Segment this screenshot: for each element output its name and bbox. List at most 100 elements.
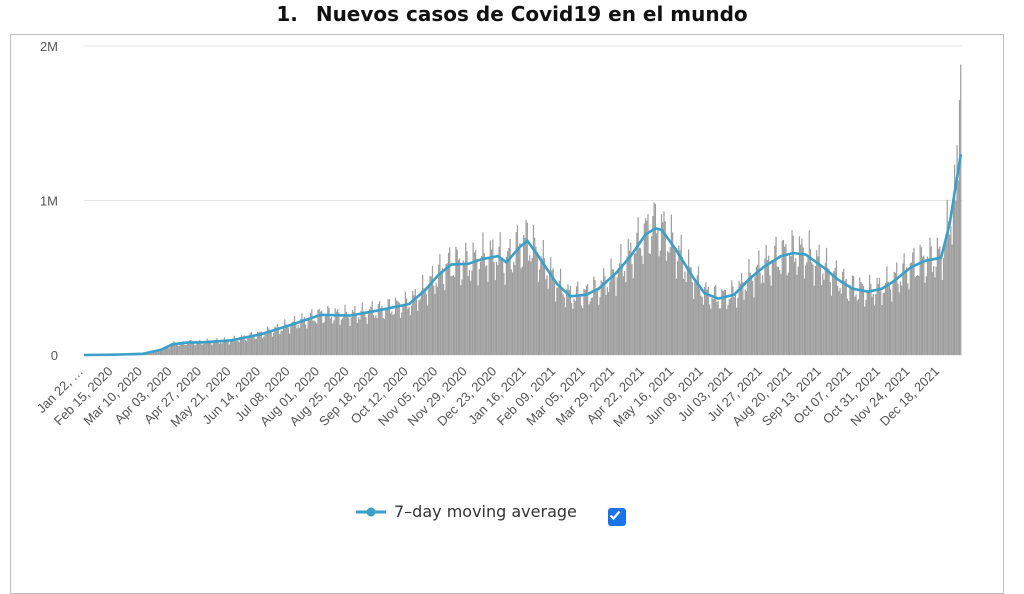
daily-case-bar [314,321,315,355]
daily-case-bar [950,226,951,355]
daily-case-bar [581,306,582,355]
daily-case-bar [933,266,934,355]
daily-case-bar [716,302,717,355]
daily-case-bar [631,264,632,355]
daily-case-bar [177,345,178,355]
daily-case-bar [341,320,342,355]
daily-case-bar [835,268,836,355]
daily-case-bar [560,269,561,355]
daily-case-bar [736,308,737,355]
daily-case-bar [255,339,256,355]
daily-case-bar [301,313,302,355]
daily-case-bar [917,275,918,355]
daily-case-bar [221,343,222,355]
daily-case-bar [661,214,662,355]
daily-case-bar [535,246,536,355]
daily-case-bar [391,311,392,355]
daily-case-bar [400,318,401,355]
daily-case-bar [475,250,476,355]
daily-case-bar [418,300,419,355]
daily-case-bar [534,238,535,355]
moving-average-checkbox[interactable] [608,508,626,526]
y-tick-label: 2M [40,39,58,54]
daily-case-bar [826,248,827,355]
y-tick-label: 1M [40,194,58,209]
daily-case-bar [468,276,469,355]
daily-case-bar [809,230,810,355]
daily-case-bar [246,341,247,355]
daily-case-bar [804,279,805,355]
daily-case-bar [449,247,450,355]
daily-case-bar [683,279,684,355]
daily-case-bar [742,282,743,355]
daily-case-bar [926,276,927,355]
daily-case-bar [676,279,677,355]
daily-case-bar [945,234,946,355]
daily-case-bar [773,260,774,355]
legend-label: 7–day moving average [394,502,577,521]
daily-case-bar [918,276,919,355]
daily-case-bar [320,311,321,355]
daily-case-bar [697,275,698,355]
daily-case-bar [698,266,699,355]
daily-case-bar [794,262,795,355]
daily-case-bar [358,317,359,355]
daily-case-bar [582,308,583,355]
daily-case-bar [688,249,689,355]
daily-case-bar [619,263,620,355]
daily-case-bar [807,257,808,355]
daily-case-bar [445,264,446,355]
daily-case-bar [667,251,668,355]
daily-case-bar [369,309,370,355]
daily-case-bar [512,272,513,355]
daily-case-bar [901,286,902,355]
legend[interactable]: 7–day moving average [356,502,577,521]
daily-case-bar [548,289,549,355]
daily-case-bar [670,247,671,355]
daily-case-bar [436,283,437,355]
daily-case-bar [511,269,512,355]
daily-case-bar [523,235,524,355]
daily-case-bar [556,288,557,355]
daily-case-bar [404,305,405,355]
daily-case-bar [836,260,837,355]
daily-case-bar [787,275,788,355]
daily-case-bar [427,305,428,355]
daily-case-bar [269,332,270,355]
daily-case-bar [831,296,832,355]
y-tick-label: 0 [51,348,58,363]
daily-case-bar [353,312,354,355]
daily-case-bar [247,337,248,355]
daily-case-bar [331,317,332,355]
daily-case-bar [873,294,874,355]
daily-case-bar [865,300,866,355]
daily-case-bar [305,325,306,355]
daily-case-bar [580,296,581,355]
daily-case-bar [778,267,779,355]
daily-case-bar [573,299,574,355]
daily-case-bar [875,294,876,355]
daily-case-bar [357,323,358,355]
daily-case-bar [666,261,667,355]
daily-case-bar [668,253,669,355]
daily-case-bar [623,276,624,355]
daily-case-bar [585,290,586,355]
daily-case-bar [386,308,387,355]
daily-case-bar [508,248,509,355]
daily-case-bar [708,287,709,355]
daily-case-bar [952,245,953,355]
daily-case-bar [949,235,950,355]
daily-case-bar [657,230,658,355]
daily-case-bar [768,256,769,355]
daily-case-bar [384,319,385,355]
daily-case-bar [225,340,226,355]
daily-case-bar [604,276,605,355]
daily-case-bar [803,247,804,355]
daily-case-bar [811,262,812,355]
daily-case-bar [729,299,730,355]
daily-case-bar [592,297,593,355]
daily-case-bar [755,277,756,355]
daily-case-bar [947,200,948,355]
daily-case-bar [308,319,309,355]
daily-case-bar [583,289,584,355]
